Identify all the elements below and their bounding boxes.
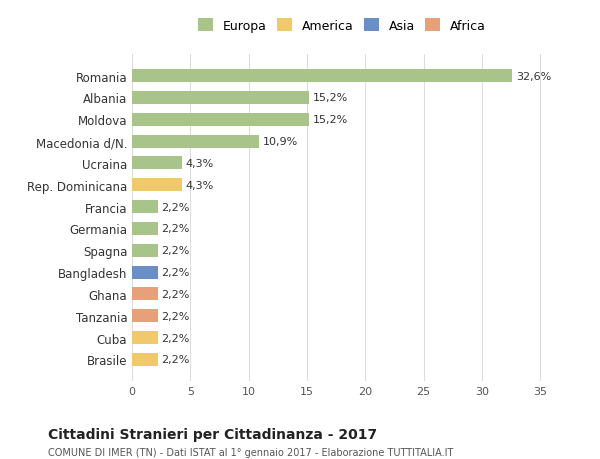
Bar: [132, 353, 158, 366]
Legend: Europa, America, Asia, Africa: Europa, America, Asia, Africa: [198, 19, 486, 33]
Text: 32,6%: 32,6%: [516, 72, 551, 81]
Text: 4,3%: 4,3%: [185, 180, 214, 190]
Text: 2,2%: 2,2%: [161, 246, 190, 256]
Text: 2,2%: 2,2%: [161, 202, 190, 212]
Bar: [132, 266, 158, 279]
Bar: [132, 331, 158, 344]
Text: COMUNE DI IMER (TN) - Dati ISTAT al 1° gennaio 2017 - Elaborazione TUTTITALIA.IT: COMUNE DI IMER (TN) - Dati ISTAT al 1° g…: [48, 448, 454, 458]
Text: 2,2%: 2,2%: [161, 289, 190, 299]
Text: 15,2%: 15,2%: [313, 115, 348, 125]
Bar: [132, 244, 158, 257]
Bar: [132, 201, 158, 214]
Text: Cittadini Stranieri per Cittadinanza - 2017: Cittadini Stranieri per Cittadinanza - 2…: [48, 427, 377, 441]
Bar: [132, 113, 310, 127]
Bar: [132, 222, 158, 235]
Text: 2,2%: 2,2%: [161, 333, 190, 343]
Bar: [132, 92, 310, 105]
Text: 2,2%: 2,2%: [161, 268, 190, 278]
Bar: [132, 157, 182, 170]
Bar: [132, 135, 259, 148]
Bar: [132, 288, 158, 301]
Text: 2,2%: 2,2%: [161, 355, 190, 364]
Text: 4,3%: 4,3%: [185, 158, 214, 168]
Text: 15,2%: 15,2%: [313, 93, 348, 103]
Bar: [132, 309, 158, 323]
Text: 2,2%: 2,2%: [161, 224, 190, 234]
Text: 10,9%: 10,9%: [263, 137, 298, 147]
Bar: [132, 179, 182, 192]
Bar: [132, 70, 512, 83]
Text: 2,2%: 2,2%: [161, 311, 190, 321]
